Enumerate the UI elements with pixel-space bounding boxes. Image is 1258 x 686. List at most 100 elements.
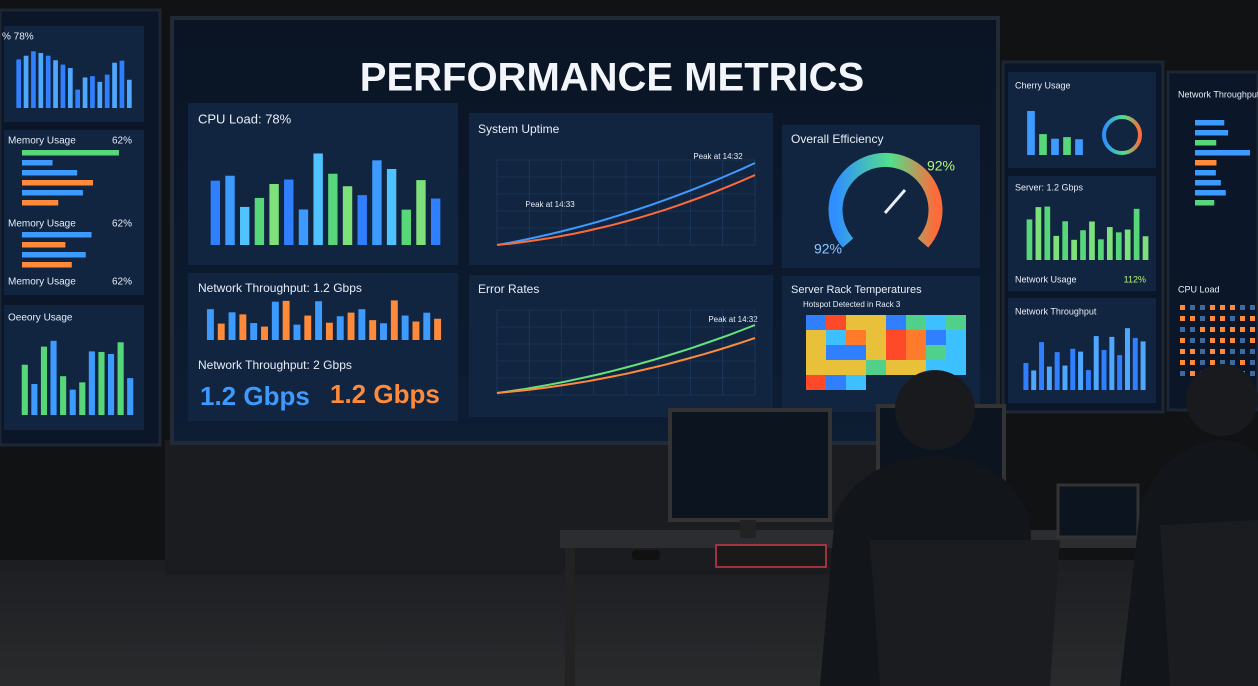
panel-subtitle: Network Throughput: 2 Gbps xyxy=(198,358,352,372)
decor-dot xyxy=(1200,349,1205,354)
decor-bar xyxy=(1133,208,1140,260)
decor-heat-cell xyxy=(866,345,886,360)
decor-bar xyxy=(313,153,323,245)
decor-bar xyxy=(1124,229,1131,260)
decor-heat-cell xyxy=(806,345,826,360)
decor-bar xyxy=(79,382,86,415)
decor-bar xyxy=(1062,221,1069,260)
decor-heat-cell xyxy=(906,330,926,345)
decor-hbar xyxy=(1195,130,1229,136)
decor-bar xyxy=(45,55,51,108)
decor-dot xyxy=(1200,338,1205,343)
row-label: Memory Usage xyxy=(8,219,76,230)
decor-bar xyxy=(31,51,36,108)
decor-heat-cell xyxy=(846,315,866,330)
decor-heat-cell xyxy=(826,330,846,345)
decor-bar xyxy=(1075,139,1083,155)
decor-bar xyxy=(1027,110,1035,155)
panel-title: Oeeory Usage xyxy=(8,313,73,324)
decor-bar xyxy=(1035,207,1042,260)
decor-hbar xyxy=(22,150,119,156)
panel xyxy=(782,125,980,268)
decor-heat-cell xyxy=(866,330,886,345)
decor-bar xyxy=(304,315,312,340)
decor-heat-cell xyxy=(846,360,866,375)
decor-dot xyxy=(1230,338,1235,343)
decor-heat-cell xyxy=(946,360,966,375)
decor-heat-cell xyxy=(906,360,926,375)
panel-title: System Uptime xyxy=(478,122,560,136)
decor-bar xyxy=(412,321,420,340)
decor-bar xyxy=(1078,351,1084,390)
decor-bar xyxy=(225,175,235,245)
decor-bar xyxy=(269,183,279,245)
panel-subtitle: Hotspot Detected in Rack 3 xyxy=(803,300,901,309)
decor-bar xyxy=(1115,232,1122,260)
decor-dot xyxy=(1200,327,1205,332)
big-value: 1.2 Gbps xyxy=(200,381,310,411)
decor-dot xyxy=(1230,349,1235,354)
decor-dot xyxy=(1180,371,1185,376)
panel-title: Error Rates xyxy=(478,282,539,296)
decor-bar xyxy=(1051,138,1059,155)
decor-bar xyxy=(90,76,95,108)
decor-heat-cell xyxy=(846,330,866,345)
panel-title: Network Throughput: 1.2 Gbps xyxy=(198,281,362,295)
decor-needle xyxy=(883,189,907,214)
decor-heat-cell xyxy=(886,315,906,330)
decor-heat-cell xyxy=(806,375,826,390)
person-head xyxy=(895,370,975,450)
decor-hbar xyxy=(1195,190,1226,196)
keyboard xyxy=(715,544,827,568)
decor-bar xyxy=(239,314,247,340)
decor-dot xyxy=(1210,316,1215,321)
decor-dot xyxy=(1240,349,1245,354)
decor-bar xyxy=(325,322,333,340)
decor-bar xyxy=(210,180,221,245)
decor-bar xyxy=(1023,363,1029,390)
decor-heat-cell xyxy=(806,315,826,330)
decor-heat-cell xyxy=(906,345,926,360)
mouse xyxy=(632,550,660,560)
decor-bar xyxy=(1046,366,1052,390)
decor-hbar xyxy=(22,252,86,258)
decor-heat-cell xyxy=(946,345,966,360)
decor-bar xyxy=(372,160,382,245)
decor-bar xyxy=(1101,349,1107,390)
decor-hbar xyxy=(22,180,94,186)
panel-title: CPU Load xyxy=(1178,284,1220,294)
decor-bar xyxy=(75,89,81,108)
decor-line xyxy=(496,162,756,246)
decor-bar xyxy=(1132,337,1138,390)
decor-dot xyxy=(1220,338,1225,343)
decor-bar xyxy=(119,60,125,108)
decor-bar xyxy=(1089,221,1095,260)
decor-bar xyxy=(1039,134,1047,155)
decor-bar xyxy=(315,301,323,340)
decor-hbar xyxy=(1195,200,1215,206)
panel-value: 112% xyxy=(1124,274,1146,284)
decor-heat-cell xyxy=(866,360,886,375)
decor-dot xyxy=(1190,338,1195,343)
decor-bar xyxy=(254,197,265,245)
decor-dot xyxy=(1250,327,1255,332)
decor-bar xyxy=(1117,355,1123,390)
annotation: Peak at 14:33 xyxy=(525,200,575,209)
decor-dot xyxy=(1230,327,1235,332)
decor-bar xyxy=(206,309,214,340)
decor-dot xyxy=(1220,305,1225,310)
decor-hbar xyxy=(22,190,83,196)
decor-dot xyxy=(1210,305,1215,310)
decor-hbar xyxy=(1195,180,1221,186)
panel-title: Network Throughput xyxy=(1178,89,1258,99)
decor-dot xyxy=(1240,338,1245,343)
decor-hbar xyxy=(1195,120,1225,126)
decor-bar xyxy=(250,323,258,340)
decor-dot xyxy=(1200,316,1205,321)
decor-bar xyxy=(1080,230,1086,260)
decor-bar xyxy=(38,52,44,108)
decor-dot xyxy=(1250,371,1255,376)
decor-bar xyxy=(1063,137,1071,155)
wall-title: PERFORMANCE METRICS xyxy=(360,56,864,100)
